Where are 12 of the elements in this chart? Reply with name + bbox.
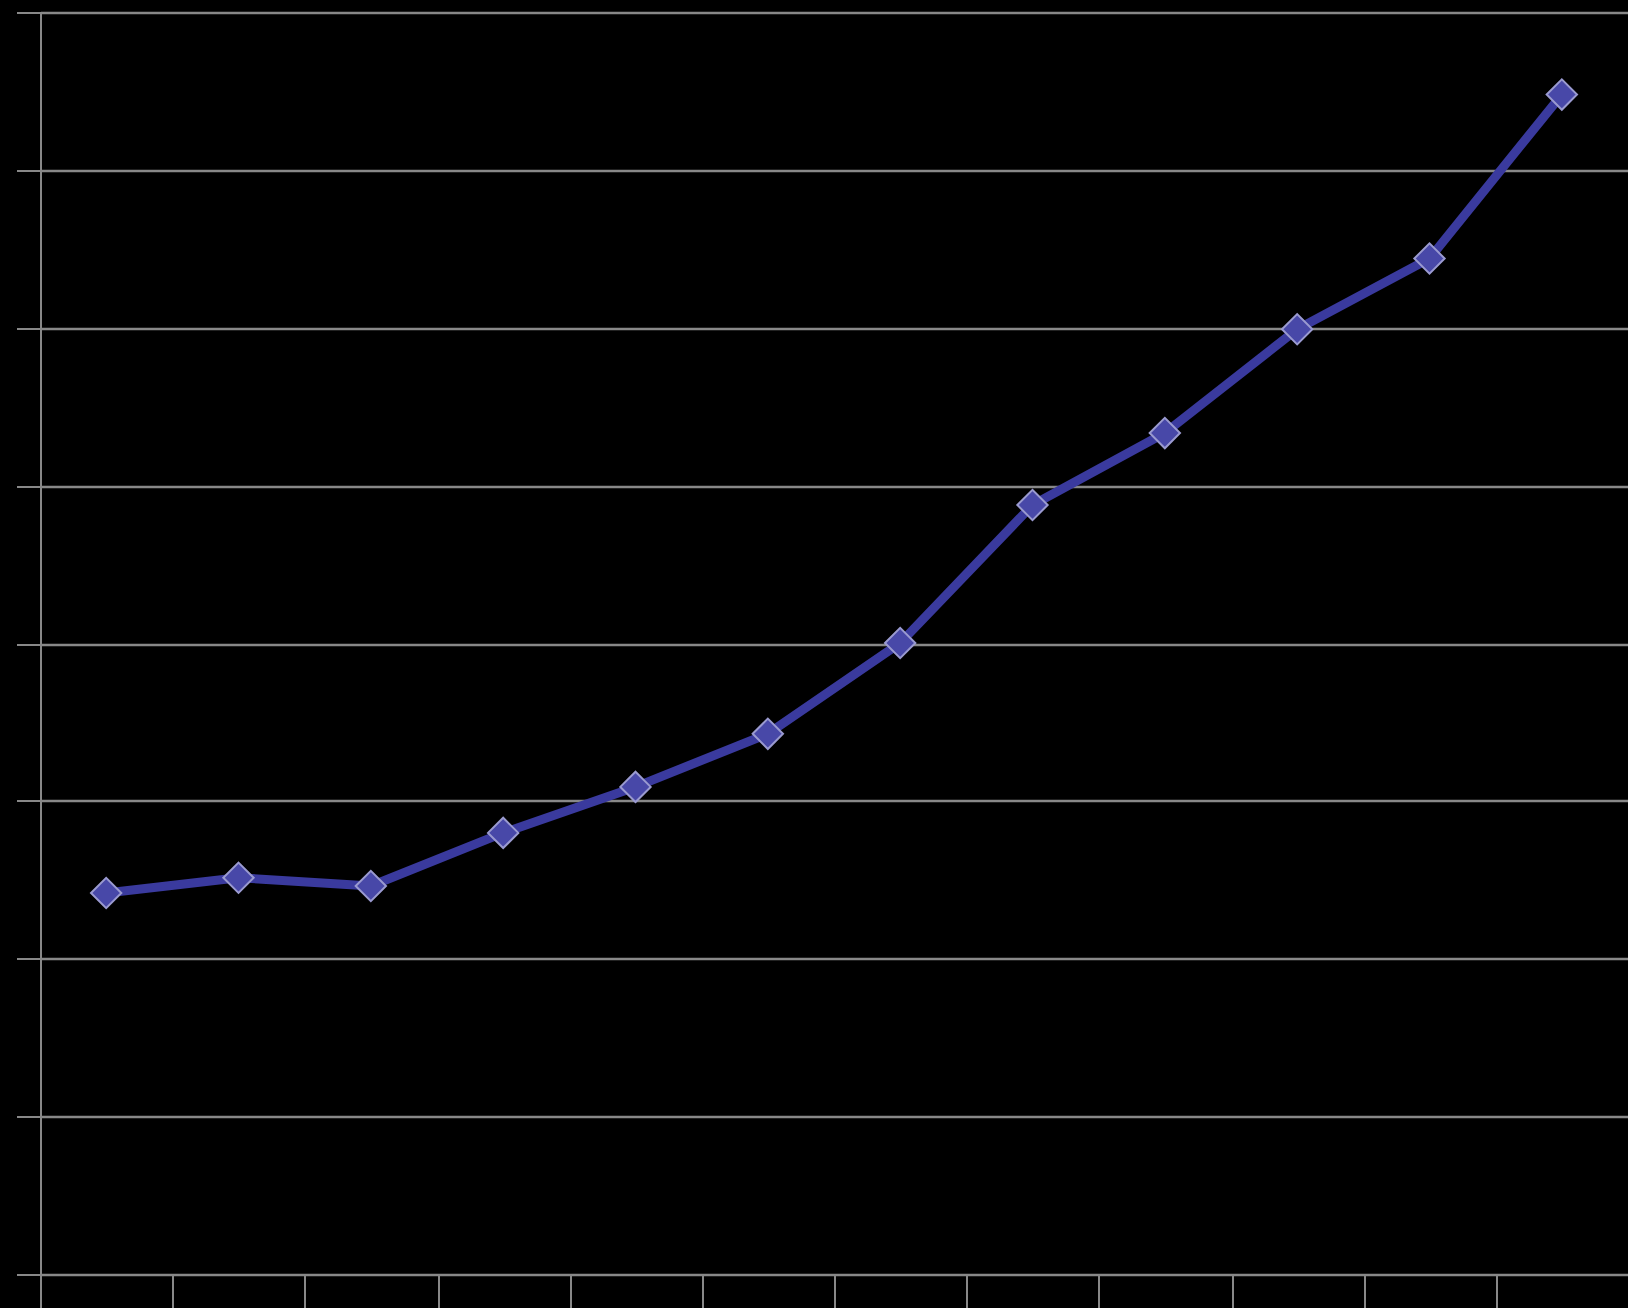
- point: [222, 861, 255, 894]
- point: [1281, 313, 1314, 346]
- point: [619, 770, 652, 804]
- point: [1545, 78, 1578, 111]
- point: [751, 717, 784, 750]
- point: [487, 816, 520, 850]
- point: [354, 869, 387, 903]
- point: [1413, 242, 1446, 275]
- point: [884, 626, 917, 660]
- point: [90, 876, 123, 910]
- point: [1016, 488, 1049, 522]
- point: [1148, 416, 1181, 450]
